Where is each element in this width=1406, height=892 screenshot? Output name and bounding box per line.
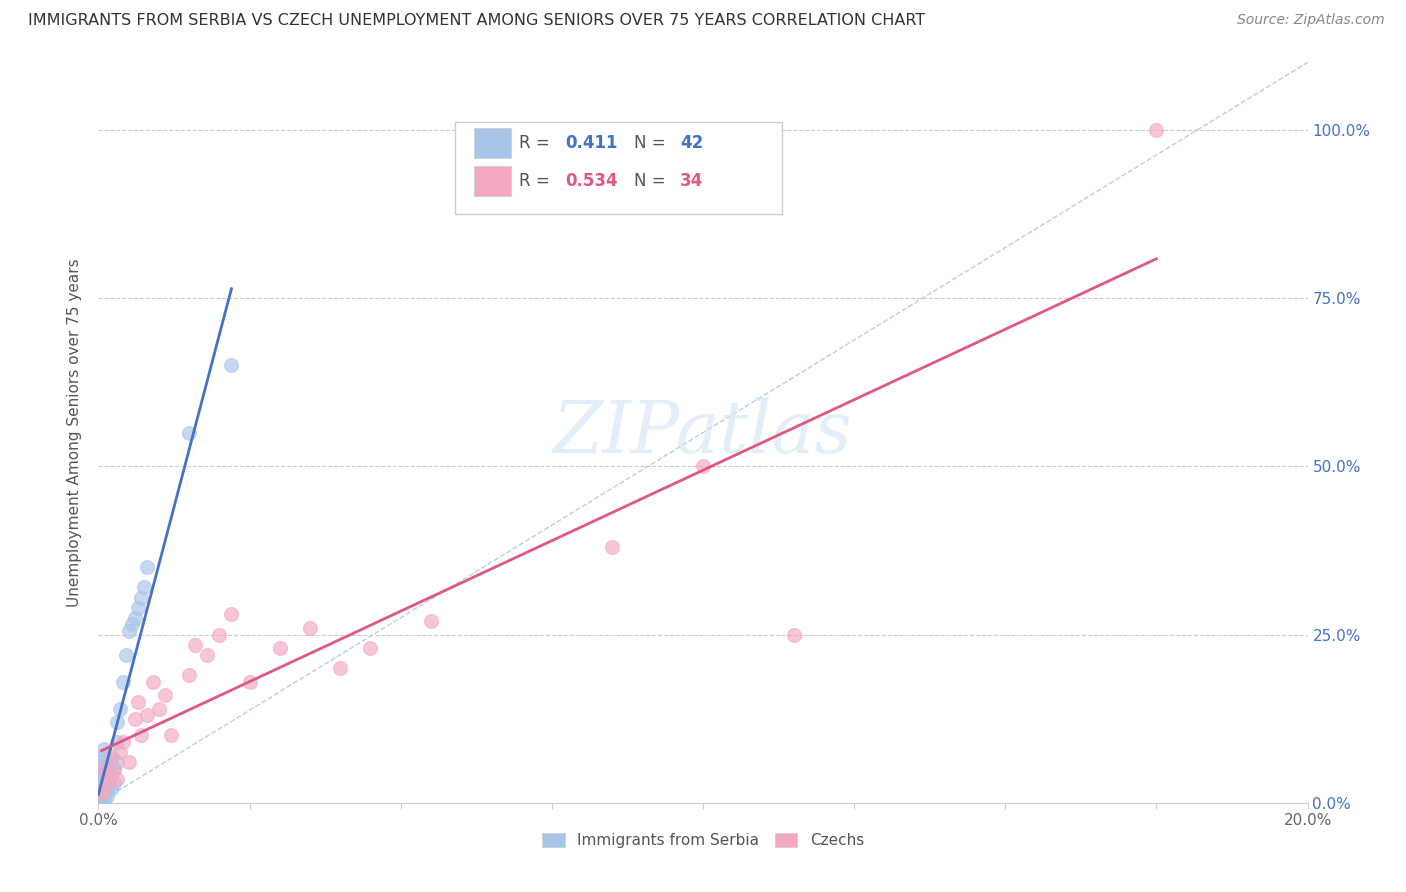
Point bbox=[100, 782, 122, 797]
Text: ZIPatlas: ZIPatlas bbox=[553, 397, 853, 468]
Point bbox=[179, 668, 201, 682]
Point bbox=[93, 779, 115, 793]
Text: N =: N = bbox=[634, 172, 671, 190]
Point bbox=[105, 756, 128, 770]
Text: 0.534: 0.534 bbox=[565, 172, 617, 190]
Point bbox=[221, 607, 243, 622]
Point bbox=[108, 745, 131, 759]
Point bbox=[208, 627, 231, 641]
FancyBboxPatch shape bbox=[474, 166, 510, 196]
Point bbox=[142, 674, 165, 689]
Point bbox=[692, 459, 714, 474]
Point bbox=[602, 540, 624, 554]
Point bbox=[87, 782, 110, 797]
Point bbox=[87, 796, 110, 810]
Point bbox=[132, 581, 155, 595]
Point bbox=[96, 758, 118, 772]
Point bbox=[105, 714, 128, 729]
Point bbox=[100, 769, 122, 783]
Point bbox=[129, 729, 152, 743]
Text: IMMIGRANTS FROM SERBIA VS CZECH UNEMPLOYMENT AMONG SENIORS OVER 75 YEARS CORRELA: IMMIGRANTS FROM SERBIA VS CZECH UNEMPLOY… bbox=[28, 13, 925, 29]
Point bbox=[103, 775, 125, 789]
Point bbox=[111, 674, 134, 689]
Point bbox=[179, 425, 201, 440]
Point bbox=[195, 648, 218, 662]
Text: 34: 34 bbox=[681, 172, 703, 190]
Point bbox=[118, 624, 141, 639]
Point bbox=[90, 786, 112, 800]
Point bbox=[100, 769, 122, 783]
Point bbox=[93, 762, 115, 776]
Point bbox=[783, 627, 806, 641]
Text: 42: 42 bbox=[681, 134, 703, 152]
Point bbox=[103, 762, 125, 776]
Point bbox=[96, 772, 118, 787]
Point bbox=[184, 638, 207, 652]
Point bbox=[93, 769, 115, 783]
FancyBboxPatch shape bbox=[456, 121, 782, 214]
Point bbox=[1144, 122, 1167, 136]
Point bbox=[129, 591, 152, 605]
Point bbox=[90, 792, 112, 806]
Point bbox=[153, 688, 176, 702]
Point bbox=[100, 752, 122, 766]
Point bbox=[96, 782, 118, 797]
Point bbox=[221, 359, 243, 373]
Point bbox=[105, 772, 128, 787]
Point bbox=[329, 661, 352, 675]
Point bbox=[93, 782, 115, 797]
Point bbox=[420, 614, 443, 628]
Text: N =: N = bbox=[634, 134, 671, 152]
Point bbox=[118, 756, 141, 770]
Point bbox=[100, 748, 122, 763]
Text: 0.411: 0.411 bbox=[565, 134, 617, 152]
Point bbox=[96, 775, 118, 789]
Point bbox=[127, 600, 149, 615]
Point bbox=[90, 779, 112, 793]
Point bbox=[135, 560, 157, 574]
Point bbox=[93, 742, 115, 756]
Point bbox=[96, 789, 118, 803]
Point bbox=[93, 792, 115, 806]
Point bbox=[148, 701, 170, 715]
Point bbox=[135, 708, 157, 723]
FancyBboxPatch shape bbox=[474, 128, 510, 158]
Point bbox=[93, 786, 115, 800]
Point bbox=[87, 769, 110, 783]
Point bbox=[111, 735, 134, 749]
Point bbox=[114, 648, 136, 662]
Point bbox=[87, 789, 110, 803]
Legend: Immigrants from Serbia, Czechs: Immigrants from Serbia, Czechs bbox=[536, 827, 870, 855]
Point bbox=[87, 775, 110, 789]
Point bbox=[105, 735, 128, 749]
Text: Source: ZipAtlas.com: Source: ZipAtlas.com bbox=[1237, 13, 1385, 28]
Point bbox=[127, 695, 149, 709]
Point bbox=[103, 762, 125, 776]
Point bbox=[108, 701, 131, 715]
Point bbox=[299, 621, 322, 635]
Text: R =: R = bbox=[519, 134, 555, 152]
Point bbox=[90, 786, 112, 800]
Point bbox=[124, 712, 146, 726]
Point bbox=[93, 758, 115, 772]
Point bbox=[90, 756, 112, 770]
Y-axis label: Unemployment Among Seniors over 75 years: Unemployment Among Seniors over 75 years bbox=[67, 259, 83, 607]
Point bbox=[90, 762, 112, 776]
Point bbox=[90, 772, 112, 787]
Point bbox=[269, 640, 291, 655]
Text: R =: R = bbox=[519, 172, 555, 190]
Point bbox=[360, 640, 382, 655]
Point bbox=[121, 617, 143, 632]
Point bbox=[93, 748, 115, 763]
Point bbox=[124, 610, 146, 624]
Point bbox=[239, 674, 262, 689]
Point bbox=[160, 729, 183, 743]
